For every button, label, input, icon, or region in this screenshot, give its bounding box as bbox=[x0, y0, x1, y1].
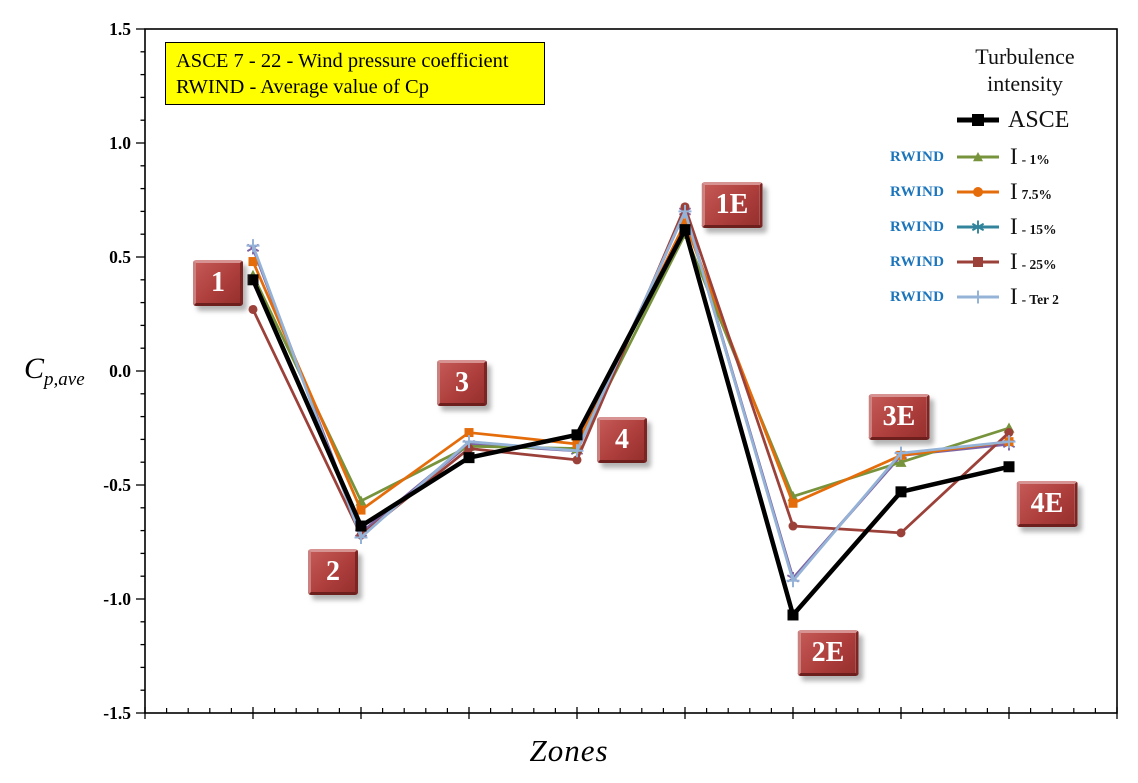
y-tick-label: 0.5 bbox=[109, 247, 131, 267]
legend-item-asce: ASCE bbox=[890, 107, 1069, 133]
legend-marker-square-icon bbox=[973, 257, 983, 267]
series-marker-asce bbox=[895, 486, 907, 498]
note-line-2: RWIND - Average value of Cp bbox=[176, 76, 429, 99]
legend-title-line2: intensity bbox=[987, 70, 1063, 96]
series-marker-i-25- bbox=[248, 304, 258, 314]
legend-sample-plus-icon bbox=[957, 290, 999, 304]
y-tick-label: -0.5 bbox=[103, 475, 131, 495]
series-marker-i-ter-2 bbox=[1002, 435, 1016, 449]
legend-label: I- 15% bbox=[1010, 214, 1057, 240]
series-marker-i-7-5- bbox=[464, 428, 474, 438]
legend-label: I- Ter 2 bbox=[1010, 284, 1059, 310]
series-marker-i-7-5- bbox=[680, 218, 690, 228]
series-marker-i-1- bbox=[895, 456, 907, 467]
series-marker-i-ter-2 bbox=[462, 435, 476, 449]
series-marker-i-7-5- bbox=[356, 505, 366, 515]
x-axis-label: Zones bbox=[529, 733, 609, 768]
legend-label-value: - 1% bbox=[1021, 152, 1050, 167]
y-axis-label: Cp,ave bbox=[24, 352, 85, 391]
series-marker-i-ter-2 bbox=[894, 446, 908, 460]
series-marker-i-7-5- bbox=[248, 257, 258, 267]
series-marker-i-25- bbox=[464, 444, 474, 454]
series-marker-asce bbox=[1003, 461, 1015, 473]
series-marker-i-25- bbox=[788, 521, 798, 531]
legend-label: I- 25% bbox=[1010, 249, 1057, 275]
series-marker-asce bbox=[571, 429, 583, 441]
legend-marker-square-icon bbox=[972, 114, 984, 126]
zone-label-3e: 3E bbox=[868, 394, 930, 440]
legend-label-value: - Ter 2 bbox=[1021, 292, 1059, 307]
legend-label-value: - 25% bbox=[1021, 257, 1057, 272]
legend-title-line1: Turbulence bbox=[975, 44, 1075, 69]
legend-marker-plus-icon bbox=[971, 290, 985, 304]
series-line-asce bbox=[250, 227, 1012, 618]
legend-label: I- 1% bbox=[1010, 144, 1050, 170]
legend-label-symbol: I bbox=[1010, 144, 1018, 169]
legend-item-i-ter-2: RWIND I - Ter 2 bbox=[890, 284, 1059, 310]
zone-label-2: 2 bbox=[308, 549, 358, 595]
legend-label-value: - 15% bbox=[1021, 222, 1057, 237]
legend-marker-asterisk-icon bbox=[971, 220, 985, 234]
y-tick-label: 0.0 bbox=[109, 361, 131, 381]
legend-item-i-1-: RWIND I - 1% bbox=[890, 144, 1050, 170]
note-line-1: ASCE 7 - 22 - Wind pressure coefficient bbox=[176, 50, 509, 72]
series-marker-i-25- bbox=[572, 455, 582, 465]
legend-rwind-label: RWIND bbox=[890, 183, 945, 200]
y-tick-label: -1.5 bbox=[103, 703, 131, 723]
legend-sample-asterisk-icon bbox=[957, 220, 999, 234]
legend-sample-square-icon bbox=[957, 257, 999, 267]
zone-label-2e: 2E bbox=[797, 630, 859, 676]
y-tick-label: 1.0 bbox=[109, 133, 131, 153]
series-marker-i-ter-2 bbox=[786, 574, 800, 588]
series-line-i-1- bbox=[251, 232, 1011, 503]
legend-sample-triangle-icon bbox=[957, 152, 999, 162]
legend-title: Turbulence intensity bbox=[945, 44, 1105, 98]
legend-sample-square-icon bbox=[957, 114, 999, 126]
series-marker-asce bbox=[463, 452, 475, 464]
legend-label: ASCE bbox=[1008, 106, 1070, 133]
series-marker-asce bbox=[355, 520, 367, 532]
legend-rwind-label: RWIND bbox=[890, 253, 945, 270]
legend-label: I 7.5% bbox=[1010, 179, 1052, 205]
y-axis-label-symbol: C bbox=[24, 352, 45, 385]
legend-rwind-label: RWIND bbox=[890, 288, 945, 305]
series-marker-i-ter-2 bbox=[570, 444, 584, 458]
zone-label-1e: 1E bbox=[701, 182, 763, 228]
zone-label-4e: 4E bbox=[1016, 481, 1078, 527]
series-marker-i-7-5- bbox=[788, 498, 798, 508]
y-axis-label-subscript: p,ave bbox=[44, 369, 85, 390]
y-tick-label: -1.0 bbox=[103, 589, 131, 609]
legend-marker-circle-icon bbox=[973, 187, 983, 197]
legend-sample-circle-icon bbox=[957, 187, 999, 197]
series-marker-asce bbox=[679, 224, 691, 236]
series-marker-i-25- bbox=[1004, 428, 1014, 438]
legend-rwind-label: RWIND bbox=[890, 218, 945, 235]
zone-label-4: 4 bbox=[597, 417, 647, 463]
legend-marker-triangle-icon bbox=[973, 152, 983, 162]
series-marker-i-7-5- bbox=[572, 439, 582, 449]
legend-item-i-15-: RWIND I - 15% bbox=[890, 214, 1057, 240]
zone-label-1: 1 bbox=[193, 260, 243, 306]
series-marker-asce bbox=[787, 609, 799, 621]
series-marker-i-25- bbox=[896, 528, 906, 538]
series-marker-i-ter-2 bbox=[246, 239, 260, 253]
legend-label-symbol: I bbox=[1010, 214, 1018, 239]
legend-item-i-25-: RWIND I - 25% bbox=[890, 249, 1057, 275]
legend-label-symbol: I bbox=[1010, 284, 1018, 309]
note-box: ASCE 7 - 22 - Wind pressure coefficient … bbox=[165, 42, 545, 105]
series-marker-i-ter-2 bbox=[354, 530, 368, 544]
legend-label-symbol: I bbox=[1010, 179, 1018, 204]
series-marker-asce bbox=[247, 274, 259, 286]
legend-item-i-7-5-: RWIND I 7.5% bbox=[890, 179, 1052, 205]
legend-label-symbol: I bbox=[1010, 249, 1018, 274]
legend-rwind-label: RWIND bbox=[890, 148, 945, 165]
legend-label-value: 7.5% bbox=[1021, 187, 1053, 202]
y-tick-label: 1.5 bbox=[109, 19, 131, 39]
series-marker-i-ter-2 bbox=[678, 204, 692, 218]
zone-label-3: 3 bbox=[437, 360, 487, 406]
